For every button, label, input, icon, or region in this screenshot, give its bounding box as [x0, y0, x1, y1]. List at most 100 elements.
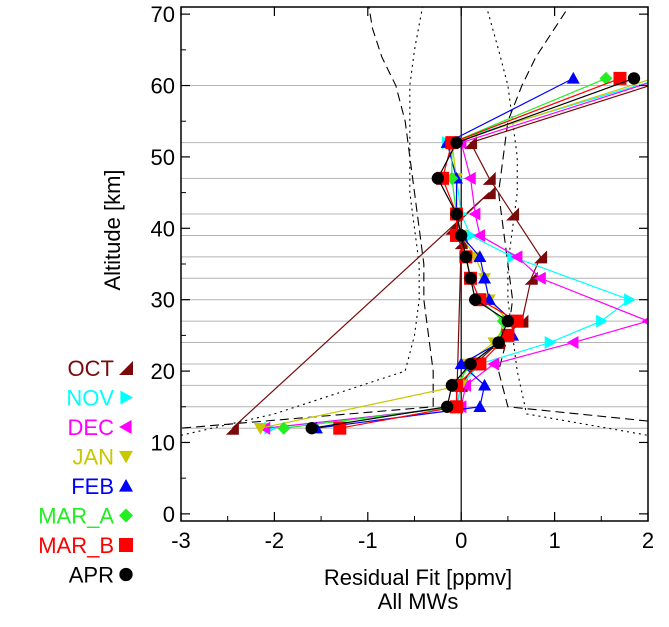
data-point-oct [524, 271, 538, 285]
legend-label-nov: NOV [66, 386, 114, 411]
legend-label-oct: OCT [68, 356, 114, 381]
data-point-apr [459, 250, 473, 264]
data-point-apr [464, 272, 477, 285]
y-tick-labels: 0 10 20 30 40 50 60 70 [151, 2, 175, 527]
legend-label-mar-b: MAR_B [38, 533, 114, 558]
data-point-apr [450, 207, 463, 221]
legend-marker-oct [119, 361, 133, 375]
series-line-nov [269, 81, 648, 429]
x-axis-subtitle: All MWs [378, 589, 459, 614]
data-point-apr [450, 136, 463, 149]
data-point-feb [478, 378, 492, 391]
data-point-dec [464, 171, 476, 185]
x-tick-label: -3 [171, 528, 191, 553]
reference-curve-dotted [181, 7, 424, 436]
x-tick-label: 0 [455, 528, 467, 553]
data-point-dec [566, 336, 579, 350]
data-point-dec [258, 421, 271, 435]
data-point-oct [464, 136, 478, 150]
series-apr [305, 72, 641, 435]
data-point-dec [510, 250, 523, 264]
y-axis-title: Altitude [km] [100, 169, 125, 290]
series-dec [258, 82, 648, 435]
data-point-mar-b [501, 328, 515, 342]
legend-marker-mar-b [119, 538, 133, 552]
y-tick-label: 40 [151, 216, 175, 241]
legend-label-mar-a: MAR_A [38, 504, 114, 529]
data-point-apr [431, 172, 445, 185]
data-point-nov [624, 293, 636, 307]
data-point-feb [473, 400, 487, 412]
data-point-dec [459, 378, 472, 392]
y-tick-label: 0 [163, 502, 175, 527]
series-feb [309, 71, 580, 434]
data-point-apr [455, 229, 468, 242]
data-point-mar-b [510, 314, 524, 328]
data-point-apr [627, 72, 641, 85]
data-point-nov [596, 314, 608, 328]
data-point-mar-b [333, 421, 347, 435]
data-point-mar-a [599, 71, 613, 85]
y-tick-label: 70 [151, 2, 175, 27]
data-point-mar-b [450, 400, 464, 414]
data-point-oct [225, 421, 239, 435]
series-line-oct [231, 85, 648, 429]
data-point-apr [445, 379, 459, 392]
x-tick-label: 1 [548, 528, 560, 553]
series-oct [225, 85, 648, 435]
data-point-feb [566, 71, 580, 84]
data-point-oct [506, 207, 520, 221]
legend-label-jan: JAN [72, 445, 114, 470]
reference-curve-dashed [497, 7, 648, 422]
legend-marker-feb [119, 479, 133, 492]
data-point-dec [534, 271, 546, 285]
data-point-dec [487, 357, 500, 371]
series-line-mar-a [283, 77, 607, 429]
series-layer [225, 71, 648, 435]
data-point-dec [468, 207, 481, 221]
y-tick-label: 20 [151, 359, 175, 384]
legend-marker-nov [120, 390, 133, 405]
legend-marker-jan [119, 450, 133, 464]
data-point-apr [492, 336, 505, 349]
data-point-apr [469, 293, 482, 306]
data-point-mar-b [613, 71, 627, 85]
legend-marker-mar-a [119, 508, 133, 523]
reference-curve-dashed [181, 7, 434, 429]
data-point-jan [253, 422, 267, 435]
x-tick-labels: -3 -2 -1 0 1 2 [171, 528, 654, 553]
legend: OCT NOV DEC JAN FEB MAR_A MAR_B APR [38, 356, 133, 588]
plot-frame [180, 6, 649, 522]
data-point-apr [501, 314, 515, 328]
data-point-oct [482, 171, 496, 185]
series-nov [264, 81, 648, 435]
axis-ticks [180, 7, 649, 521]
series-line-feb [316, 77, 574, 429]
legend-marker-dec [119, 420, 132, 434]
data-point-mar-b [473, 357, 487, 371]
series-mar-a [277, 71, 613, 435]
y-tick-label: 30 [151, 288, 175, 313]
series-line-dec [264, 82, 648, 429]
y-tick-label: 60 [151, 74, 175, 99]
data-point-dec [641, 317, 648, 325]
data-point-feb [478, 271, 492, 284]
data-point-oct [482, 186, 496, 200]
x-tick-label: -1 [358, 528, 378, 553]
data-point-oct [534, 250, 548, 264]
data-point-nov [465, 228, 478, 242]
y-tick-label: 10 [151, 430, 175, 455]
legend-label-feb: FEB [71, 474, 114, 499]
data-point-apr [464, 357, 477, 371]
legend-marker-apr [119, 567, 133, 582]
data-point-feb [473, 250, 487, 263]
y-tick-label: 50 [151, 145, 175, 170]
x-axis-title: Residual Fit [ppmv] [324, 565, 512, 590]
data-point-apr [441, 400, 454, 413]
x-tick-label: -2 [265, 528, 285, 553]
data-point-mar-a [277, 421, 291, 435]
reference-curves [181, 7, 648, 436]
x-tick-label: 2 [642, 528, 654, 553]
legend-label-apr: APR [69, 563, 114, 588]
